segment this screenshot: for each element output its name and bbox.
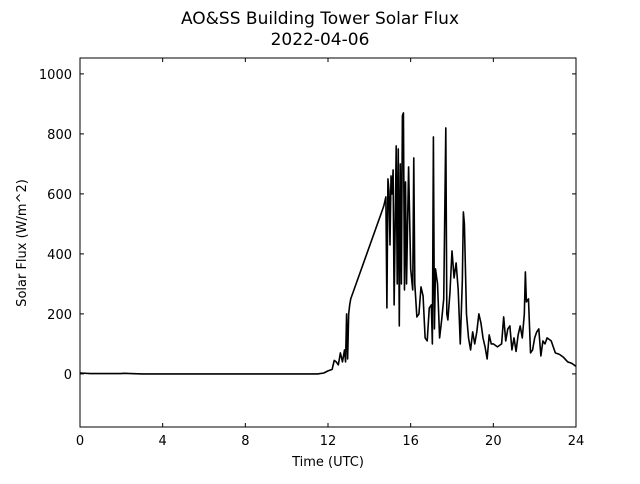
x-tick-label: 4 bbox=[159, 434, 167, 449]
y-tick-label: 800 bbox=[47, 128, 72, 143]
x-tick-label: 20 bbox=[485, 434, 502, 449]
x-axis-label: Time (UTC) bbox=[291, 455, 364, 470]
y-axis-label: Solar Flux (W/m^2) bbox=[15, 179, 30, 307]
y-tick-label: 400 bbox=[47, 248, 72, 263]
data-line bbox=[79, 112, 577, 375]
y-tick-label: 600 bbox=[47, 188, 72, 203]
chart-title: AO&SS Building Tower Solar Flux bbox=[181, 9, 459, 29]
x-tick-label: 12 bbox=[320, 434, 337, 449]
y-tick-label: 200 bbox=[47, 308, 72, 323]
x-tick-label: 8 bbox=[241, 434, 249, 449]
x-tick-label: 0 bbox=[76, 434, 84, 449]
x-tick-label: 24 bbox=[568, 434, 585, 449]
y-tick-label: 0 bbox=[64, 368, 72, 383]
chart-subtitle: 2022-04-06 bbox=[271, 30, 370, 50]
x-tick-label: 16 bbox=[402, 434, 419, 449]
y-tick-label: 1000 bbox=[39, 68, 72, 83]
